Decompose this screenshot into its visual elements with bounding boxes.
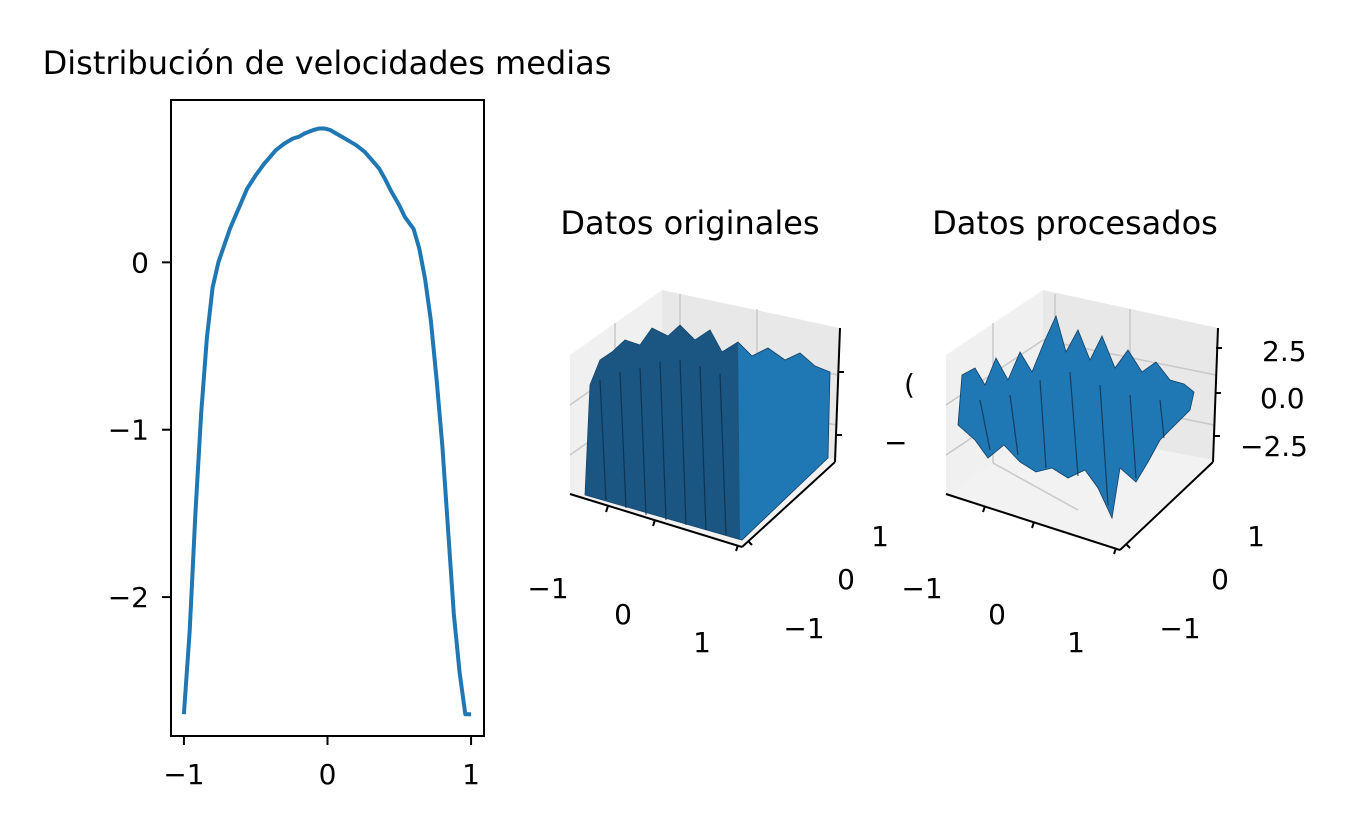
y-tick-processed-2: 1 [1247, 520, 1265, 553]
line-series-group [181, 126, 472, 717]
x-tick-label: −1 [163, 758, 204, 791]
x-tick-label: 1 [462, 758, 480, 791]
line-axis-ticks: −1 0 1 −2 −1 0 [108, 246, 480, 791]
y-tick-original-0: −1 [783, 612, 824, 645]
y-tick-label: 0 [131, 246, 149, 279]
plot-frame [170, 99, 485, 737]
panel-original-data: Datos originales [527, 204, 889, 659]
y-tick-processed-0: −1 [1159, 612, 1200, 645]
x-tick-processed-1: 0 [988, 598, 1006, 631]
x-tick-label: 0 [319, 758, 337, 791]
y-tick-label: −2 [108, 581, 149, 614]
axes-processed [945, 327, 1222, 555]
velocity-profile-line [181, 126, 472, 717]
axes-original [569, 327, 844, 552]
z-tick-processed-2: −2.5 [1240, 430, 1308, 463]
surface-original-shading [599, 359, 727, 536]
panel-velocity-profile: Distribución de velocidades medias −1 0 1−… [43, 44, 612, 791]
x-tick-original-2: 1 [693, 626, 711, 659]
chart-title-velocity: Distribución de velocidades medias [43, 44, 612, 82]
y-tick-original-2: 1 [871, 520, 889, 553]
x-tick-processed-2: 1 [1067, 626, 1085, 659]
chart-title-original: Datos originales [560, 204, 819, 242]
surface-processed-shading [979, 371, 1165, 506]
x-tick-processed-0: −1 [901, 572, 942, 605]
clipped-tick-fragment-a: ( [904, 368, 915, 401]
clipped-tick-fragment-b: − [884, 426, 907, 459]
x-tick-original-1: 0 [614, 598, 632, 631]
z-tick-processed-0: 2.5 [1262, 335, 1307, 368]
y-tick-processed-1: 0 [1211, 563, 1229, 596]
y-tick-original-1: 0 [837, 563, 855, 596]
panel-processed-data: Datos procesados [884, 204, 1308, 659]
y-tick-label: −1 [108, 414, 149, 447]
chart-title-processed: Datos procesados [932, 204, 1218, 242]
z-tick-processed-1: 0.0 [1260, 382, 1305, 415]
x-tick-original-0: −1 [527, 572, 568, 605]
